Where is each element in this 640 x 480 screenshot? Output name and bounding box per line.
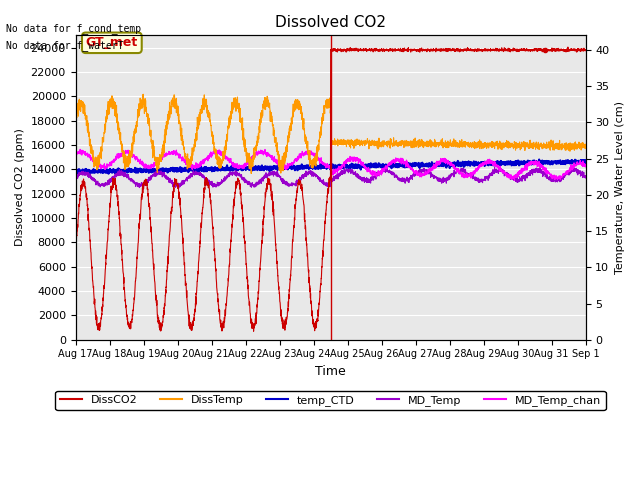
Text: GT_met: GT_met xyxy=(86,36,138,49)
Text: No data for f_cond_temp: No data for f_cond_temp xyxy=(6,23,141,34)
Legend: DissCO2, DissTemp, temp_CTD, MD_Temp, MD_Temp_chan: DissCO2, DissTemp, temp_CTD, MD_Temp, MD… xyxy=(56,391,605,410)
Y-axis label: Dissolved CO2 (ppm): Dissolved CO2 (ppm) xyxy=(15,129,25,247)
Y-axis label: Temperature, Water Level (cm): Temperature, Water Level (cm) xyxy=(615,101,625,274)
X-axis label: Time: Time xyxy=(315,365,346,378)
Text: No data for f_waterT: No data for f_waterT xyxy=(6,40,124,51)
Title: Dissolved CO2: Dissolved CO2 xyxy=(275,15,386,30)
